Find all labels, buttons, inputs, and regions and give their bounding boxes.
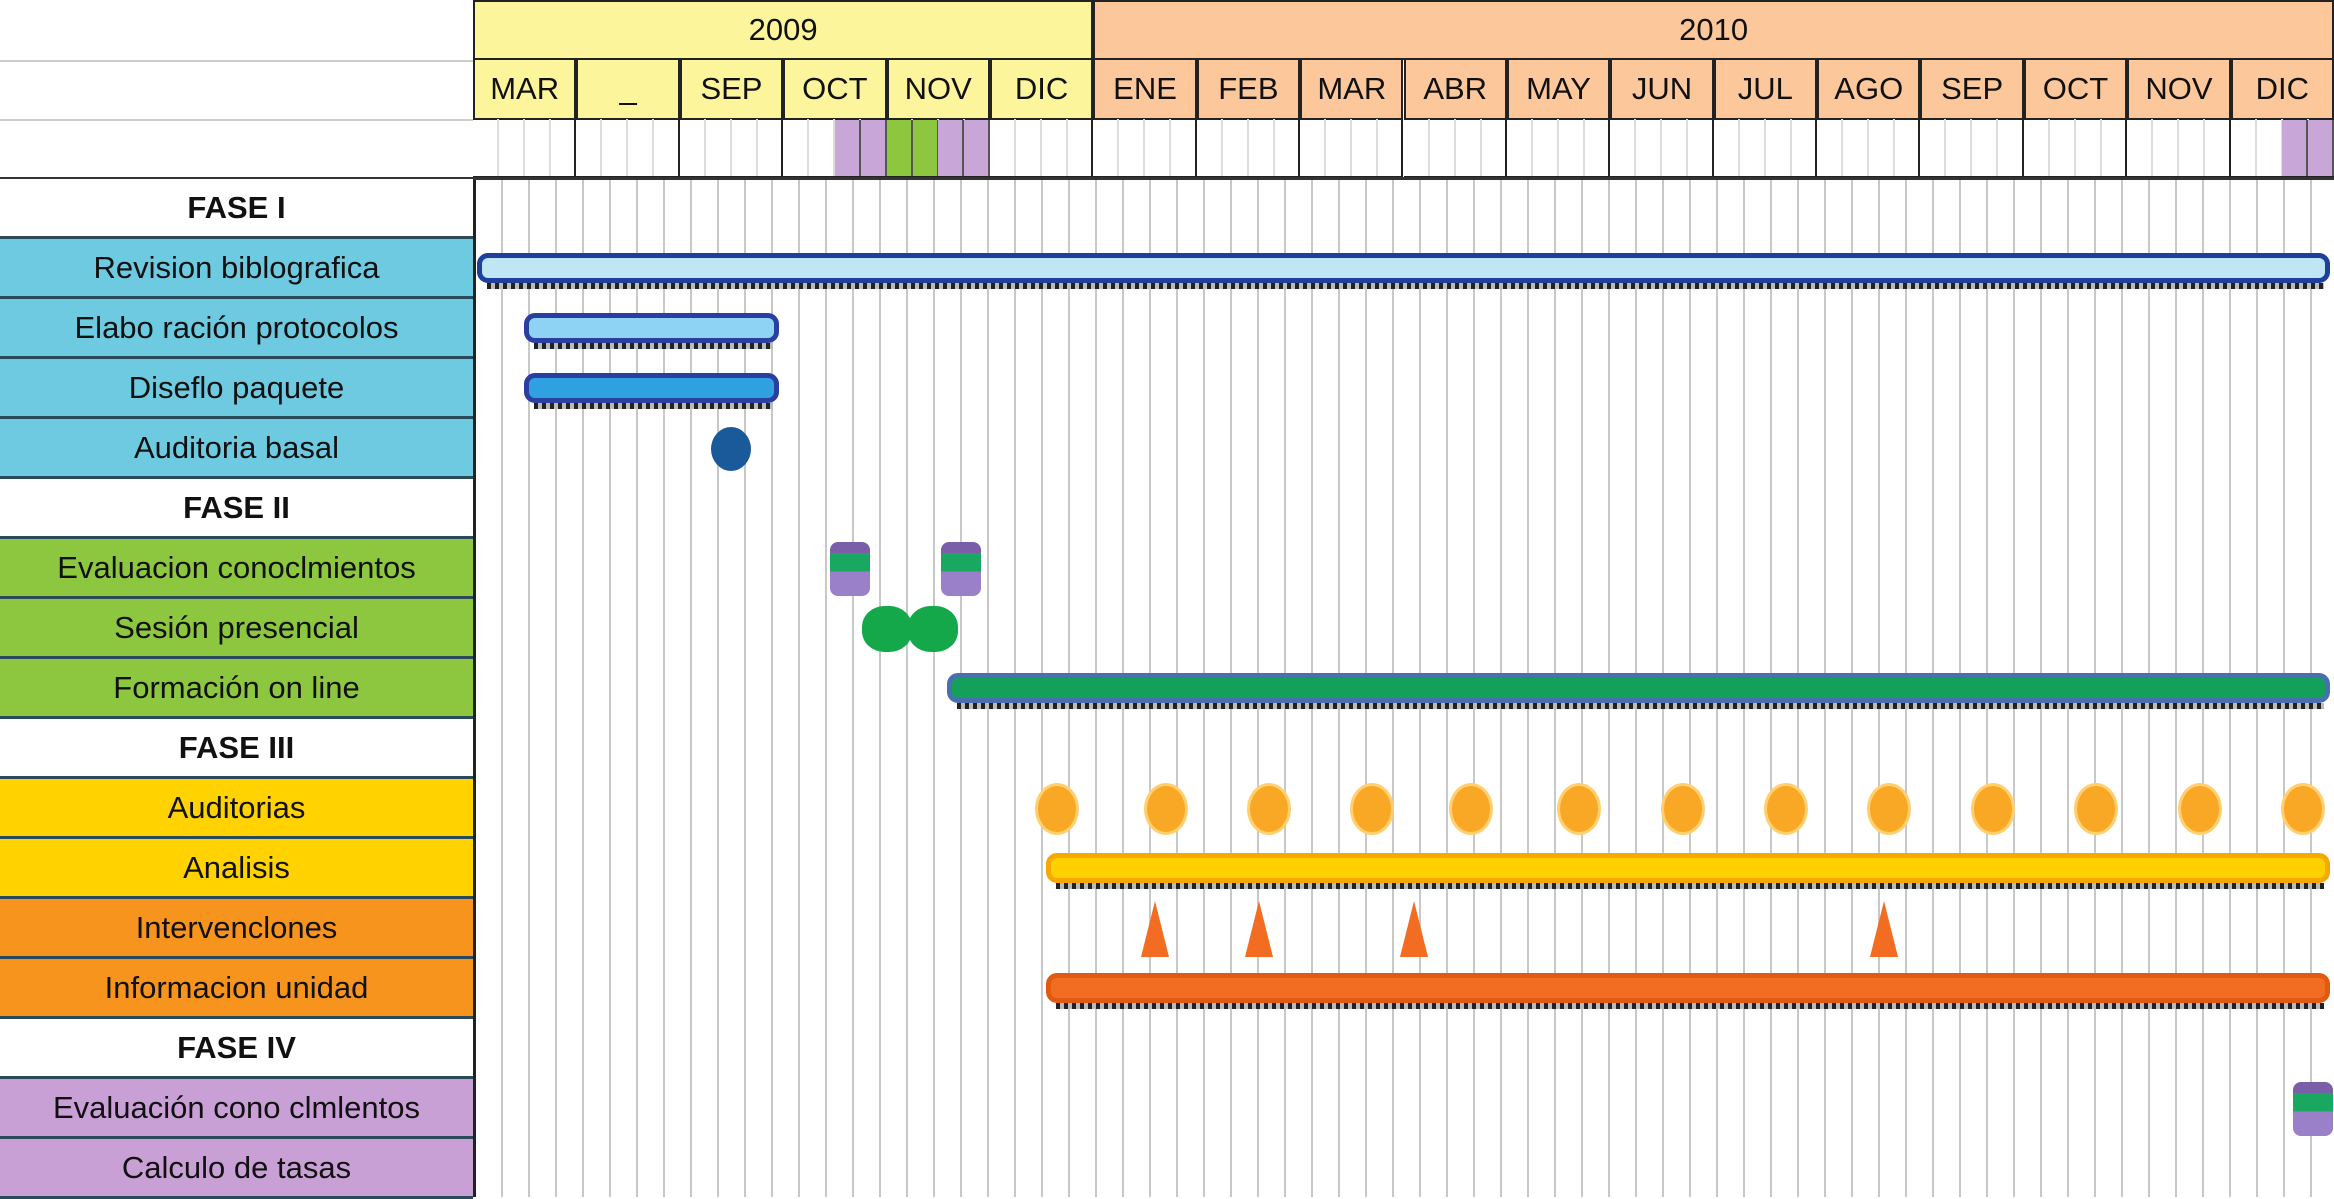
orange-dot-marker: [2283, 786, 2322, 832]
month-header: OCT: [2023, 58, 2128, 120]
purple-icon-marker: [940, 542, 981, 596]
month-subcell: [473, 119, 577, 179]
task-label: Revision biblografica: [0, 239, 473, 299]
task-label: Calculo de tasas: [0, 1139, 473, 1199]
orange-dot-marker: [1146, 786, 1185, 832]
orange-triangle-marker: [1141, 901, 1170, 957]
task-label: Intervenclones: [0, 899, 473, 959]
month-header: _: [576, 58, 680, 120]
orange-dot-marker: [2077, 786, 2116, 832]
header-bottom-border: [0, 177, 2334, 180]
task-label: Sesión presencial: [0, 599, 473, 659]
month-subcell: [1920, 119, 2024, 179]
phase-heading: FASE I: [0, 179, 473, 239]
orange-dot-marker: [1038, 786, 1077, 832]
purple-icon-marker: [2293, 1082, 2334, 1136]
bar-shadow: [487, 283, 2324, 289]
highlight-cell: [938, 120, 990, 176]
bar-shadow: [533, 343, 774, 349]
month-header: OCT: [783, 58, 887, 120]
task-bar: [1045, 853, 2330, 883]
task-label: Analisis: [0, 839, 473, 899]
orange-triangle-marker: [1399, 901, 1428, 957]
orange-dot-marker: [1870, 786, 1909, 832]
task-label: Elabo ración protocolos: [0, 299, 473, 359]
orange-dot-marker: [1973, 786, 2012, 832]
month-subcell: [1196, 119, 1301, 179]
task-label: Diseflo paquete: [0, 359, 473, 419]
highlight-cell: [834, 120, 887, 176]
month-header: NOV: [2127, 58, 2231, 120]
month-subcell: [2127, 119, 2231, 179]
month-subcell: [1610, 119, 1714, 179]
task-bar: [523, 313, 780, 343]
month-subcell: [1300, 119, 1404, 179]
task-label: Formación on line: [0, 659, 473, 719]
orange-triangle-marker: [1244, 901, 1273, 957]
bar-shadow: [1055, 1003, 2324, 1009]
green-blob-marker: [861, 606, 912, 652]
bar-shadow: [533, 403, 774, 409]
month-header: MAR: [1300, 58, 1404, 120]
month-subcell: [989, 119, 1094, 179]
green-blob-marker: [908, 606, 959, 652]
orange-dot-marker: [1560, 786, 1599, 832]
month-header: ENE: [1093, 58, 1197, 120]
month-header: JUN: [1610, 58, 1714, 120]
blue-dot-marker: [711, 427, 752, 471]
month-subcell: [1713, 119, 1818, 179]
orange-dot-marker: [1663, 786, 1702, 832]
month-header: SEP: [1920, 58, 2024, 120]
month-header: FEB: [1196, 58, 1301, 120]
bar-shadow: [957, 703, 2324, 709]
task-label: Informacion unidad: [0, 959, 473, 1019]
month-header: NOV: [886, 58, 990, 120]
month-header: MAY: [1506, 58, 1611, 120]
month-subcell: [2023, 119, 2128, 179]
month-subcell: [1817, 119, 1921, 179]
task-label: Evaluacion conoclmientos: [0, 539, 473, 599]
task-bar: [1045, 973, 2330, 1003]
orange-dot-marker: [1767, 786, 1806, 832]
month-subcell: [576, 119, 680, 179]
task-bar: [477, 253, 2330, 283]
month-header: JUL: [1713, 58, 1818, 120]
highlight-cell: [886, 120, 939, 176]
month-subcell: [1093, 119, 1197, 179]
month-subcell: [1403, 119, 1507, 179]
orange-dot-marker: [2180, 786, 2219, 832]
month-header: DIC: [2230, 58, 2334, 120]
orange-dot-marker: [1353, 786, 1392, 832]
task-label: Auditorias: [0, 779, 473, 839]
purple-icon-marker: [830, 542, 871, 596]
task-bar: [523, 373, 780, 403]
task-bar: [947, 673, 2330, 703]
task-label: Evaluación cono clmlentos: [0, 1079, 473, 1139]
month-header: MAR: [473, 58, 577, 120]
bar-shadow: [1055, 883, 2324, 889]
highlight-cell: [2282, 120, 2334, 176]
orange-triangle-marker: [1870, 901, 1899, 957]
header-divider: [0, 119, 473, 121]
month-subcell: [679, 119, 784, 179]
orange-dot-marker: [1250, 786, 1289, 832]
month-header: ABR: [1403, 58, 1507, 120]
month-subcell: [1506, 119, 1611, 179]
task-label: Auditoria basal: [0, 419, 473, 479]
year-header: 2010: [1093, 0, 2334, 60]
month-header: SEP: [679, 58, 784, 120]
orange-dot-marker: [1451, 786, 1490, 832]
year-header: 2009: [473, 0, 1094, 60]
month-header: AGO: [1817, 58, 1921, 120]
phase-heading: FASE IV: [0, 1019, 473, 1079]
phase-heading: FASE III: [0, 719, 473, 779]
month-header: DIC: [989, 58, 1094, 120]
header-divider: [0, 60, 473, 62]
phase-heading: FASE II: [0, 479, 473, 539]
